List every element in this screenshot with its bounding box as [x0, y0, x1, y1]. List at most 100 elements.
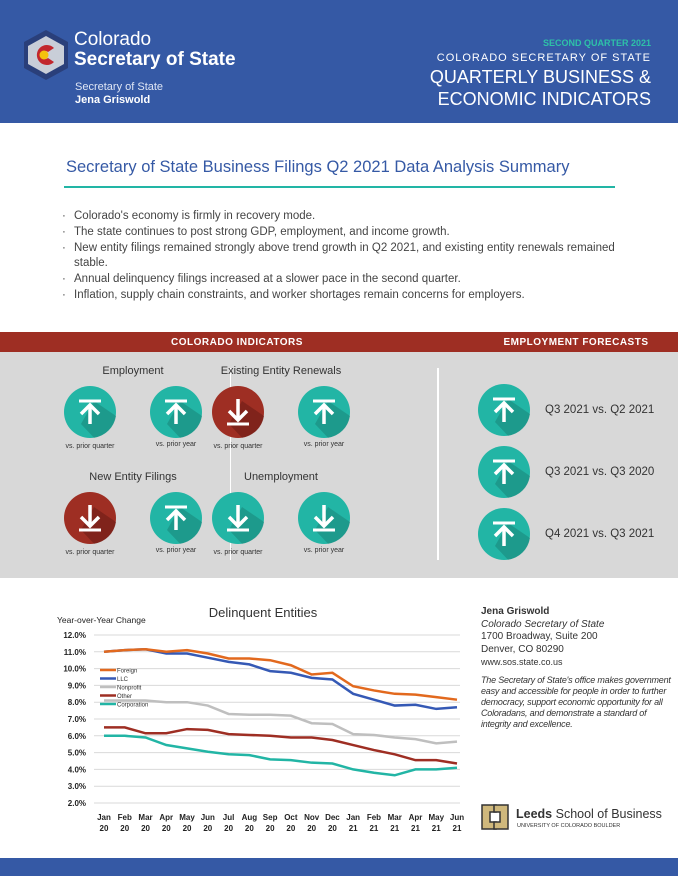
forecast-label: Q3 2021 vs. Q3 2020	[545, 466, 655, 478]
indicator-caption: vs. prior year	[155, 547, 197, 554]
summary-bullets: Colorado's economy is firmly in recovery…	[60, 209, 620, 304]
indicators-panel: Employment vs. prior quarter vs. prior yea…	[0, 352, 678, 578]
sos-name: Jena Griswold	[75, 94, 151, 106]
x-tick-label: 21	[369, 824, 378, 833]
x-tick-label: Jun	[450, 813, 464, 822]
bullet: New entity filings remained strongly abo…	[60, 241, 620, 271]
arrow-up-icon	[64, 386, 116, 438]
y-tick-label: 2.0%	[68, 799, 86, 808]
y-tick-label: 5.0%	[68, 749, 86, 758]
indicators-band: COLORADO INDICATORS EMPLOYMENT FORECASTS	[0, 332, 678, 352]
x-tick-label: 21	[390, 824, 399, 833]
divider	[437, 368, 439, 560]
contact-name: Jena Griswold	[481, 606, 550, 617]
quarter-label: SECOND QUARTER 2021	[542, 38, 651, 48]
x-tick-label: Feb	[118, 813, 132, 822]
contact-website[interactable]: www.sos.state.co.us	[481, 657, 563, 667]
series-line-nonprofit	[104, 699, 458, 745]
arrow-down-icon	[212, 492, 264, 544]
arrow-down-icon	[64, 492, 116, 544]
arrow-up-icon	[478, 446, 530, 498]
divider	[230, 368, 231, 560]
y-tick-label: 10.0%	[63, 665, 86, 674]
x-tick-label: 20	[245, 824, 254, 833]
y-tick-label: 4.0%	[68, 765, 86, 774]
arrow-up-icon	[298, 386, 350, 438]
forecasts-heading: EMPLOYMENT FORECASTS	[503, 337, 649, 348]
legend-label: Other	[117, 694, 132, 700]
contact-address2: Denver, CO 80290	[481, 643, 564, 655]
x-tick-label: Apr	[409, 813, 423, 822]
indicator-caption: vs. prior year	[303, 441, 345, 448]
indicator-title: Unemployment	[244, 471, 318, 483]
indicator-caption: vs. prior year	[303, 547, 345, 554]
legend-label: LLC	[117, 677, 129, 683]
colorado-sos-logo-icon	[24, 30, 68, 80]
x-tick-label: Nov	[304, 813, 320, 822]
y-tick-label: 7.0%	[68, 715, 86, 724]
series-line-foreign	[103, 648, 458, 701]
y-tick-label: 6.0%	[68, 732, 86, 741]
x-tick-label: Apr	[159, 813, 173, 822]
chart-title: Delinquent Entities	[208, 605, 318, 620]
indicators-heading: COLORADO INDICATORS	[171, 337, 303, 348]
x-tick-label: 20	[141, 824, 150, 833]
x-tick-label: Sep	[263, 813, 278, 822]
x-tick-label: Mar	[388, 813, 402, 822]
x-tick-label: 20	[183, 824, 192, 833]
forecast-label: Q3 2021 vs. Q2 2021	[545, 404, 655, 416]
arrow-up-icon	[478, 508, 530, 560]
report-title-line2: ECONOMIC INDICATORS	[437, 89, 651, 109]
bullet: Annual delinquency filings increased at …	[60, 272, 620, 287]
leeds-rest: School of Business	[552, 807, 662, 821]
legend-label: Nonprofit	[117, 686, 142, 692]
indicator-caption: vs. prior quarter	[65, 549, 115, 556]
y-tick-label: 3.0%	[68, 782, 86, 791]
x-tick-label: Jan	[346, 813, 360, 822]
x-tick-label: Mar	[138, 813, 152, 822]
x-tick-label: Dec	[325, 813, 340, 822]
x-tick-label: Jan	[97, 813, 111, 822]
summary-title: Secretary of State Business Filings Q2 2…	[66, 158, 570, 176]
y-tick-label: 8.0%	[68, 698, 86, 707]
contact-block: Jena Griswold Colorado Secretary of Stat…	[481, 606, 671, 730]
x-tick-label: 20	[286, 824, 295, 833]
x-tick-label: May	[428, 813, 444, 822]
x-tick-label: Feb	[367, 813, 381, 822]
mission-statement: The Secretary of State's office makes go…	[481, 674, 671, 729]
arrow-up-icon	[150, 492, 202, 544]
x-tick-label: Oct	[284, 813, 298, 822]
legend-label: Corporation	[117, 703, 148, 709]
chart-ylabel: Year-over-Year Change	[57, 615, 146, 625]
bullet: Inflation, supply chain constraints, and…	[60, 288, 620, 303]
x-tick-label: 20	[328, 824, 337, 833]
x-tick-label: Jun	[201, 813, 215, 822]
indicator-title: Existing Entity Renewals	[220, 365, 342, 377]
x-tick-label: 21	[432, 824, 441, 833]
footer-bar	[0, 858, 678, 876]
indicator-caption: vs. prior quarter	[65, 443, 115, 450]
x-tick-label: 20	[162, 824, 171, 833]
y-tick-label: 12.0%	[63, 631, 86, 640]
leeds-name: Leeds School of Business	[516, 807, 662, 821]
series-line-llc	[103, 648, 458, 711]
x-tick-label: 20	[100, 824, 109, 833]
title-underline	[64, 186, 615, 188]
header: Colorado Secretary of State Secretary of…	[0, 0, 678, 123]
arrow-up-icon	[150, 386, 202, 438]
x-tick-label: 20	[307, 824, 316, 833]
arrow-down-icon	[298, 492, 350, 544]
report-title-line1: QUARTERLY BUSINESS &	[429, 67, 651, 87]
series-line-corporation	[104, 734, 458, 777]
indicator-caption: vs. prior quarter	[213, 549, 263, 556]
x-tick-label: 21	[349, 824, 358, 833]
bullet: Colorado's economy is firmly in recovery…	[60, 209, 620, 224]
y-tick-label: 9.0%	[68, 681, 86, 690]
arrow-down-icon	[212, 386, 264, 438]
contact-address1: 1700 Broadway, Suite 200	[481, 631, 598, 642]
indicator-caption: vs. prior year	[155, 441, 197, 448]
x-tick-label: May	[179, 813, 195, 822]
report-title: QUARTERLY BUSINESS & ECONOMIC INDICATORS	[430, 66, 651, 110]
y-tick-label: 11.0%	[64, 648, 86, 657]
indicator-caption: vs. prior quarter	[213, 443, 263, 450]
